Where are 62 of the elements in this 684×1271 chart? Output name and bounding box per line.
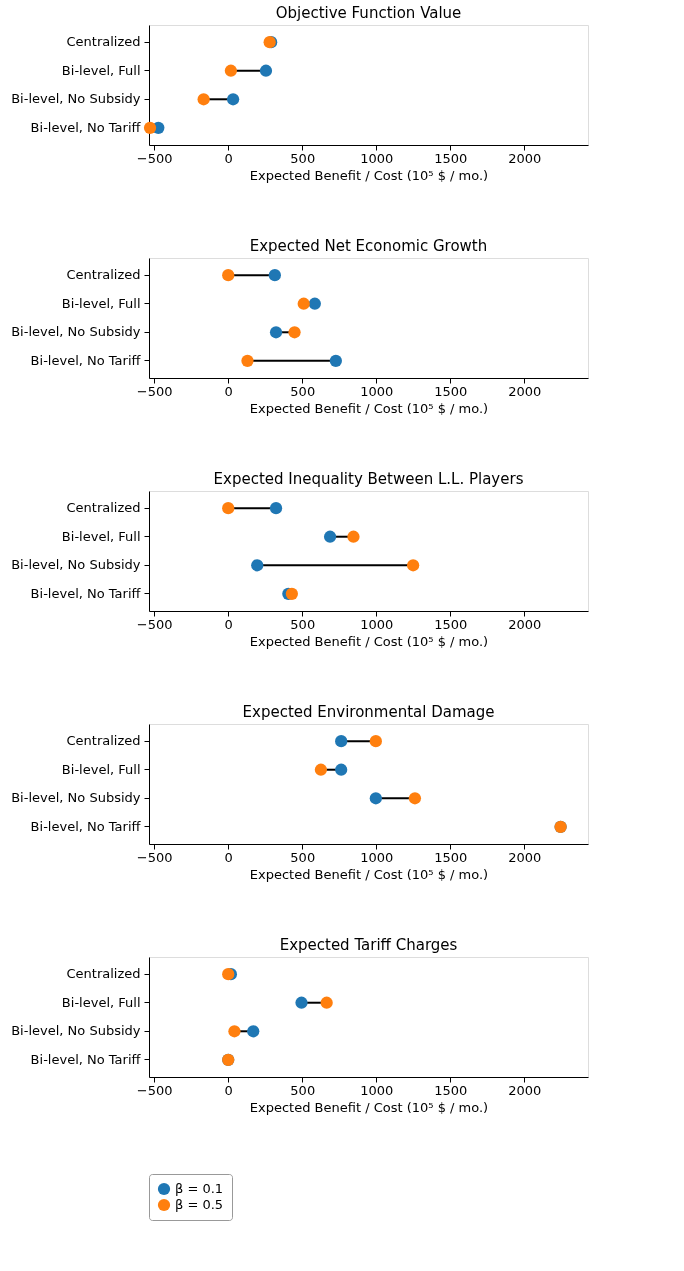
chart-title: Expected Inequality Between L.L. Players xyxy=(213,470,524,488)
x-tick-label: 1000 xyxy=(360,616,394,632)
y-tick-label: Bi-level, No Tariff xyxy=(30,1051,142,1067)
y-tick-label: Bi-level, No Tariff xyxy=(30,352,142,368)
x-tick-label: 500 xyxy=(290,1082,316,1098)
x-tick-label: −500 xyxy=(136,849,173,865)
x-tick-label: −500 xyxy=(136,383,173,399)
x-tick-label: 1000 xyxy=(360,383,394,399)
x-tick-label: 2000 xyxy=(508,616,542,632)
y-tick-label: Bi-level, No Subsidy xyxy=(11,790,141,806)
y-tick-label: Centralized xyxy=(66,267,141,283)
legend-label: β = 0.1 xyxy=(175,1181,224,1196)
x-tick-label: 1000 xyxy=(360,150,394,166)
x-tick-label: 0 xyxy=(224,849,233,865)
x-tick-label: 0 xyxy=(224,150,233,166)
x-tick-label: 500 xyxy=(290,150,316,166)
x-tick-label: 500 xyxy=(290,616,316,632)
chart-title: Expected Net Economic Growth xyxy=(249,237,488,255)
x-tick-label: 1500 xyxy=(434,849,468,865)
x-tick-label: 1000 xyxy=(360,849,394,865)
y-tick-label: Bi-level, No Tariff xyxy=(30,585,142,601)
legend-label: β = 0.5 xyxy=(175,1197,224,1212)
chart-title: Objective Function Value xyxy=(275,4,462,22)
x-tick-label: −500 xyxy=(136,150,173,166)
chart-title: Expected Environmental Damage xyxy=(242,703,495,721)
x-tick-label: 500 xyxy=(290,849,316,865)
chart-title: Expected Tariff Charges xyxy=(279,936,458,954)
y-tick-label: Bi-level, No Tariff xyxy=(30,119,142,135)
y-tick-label: Bi-level, Full xyxy=(61,295,141,311)
y-tick-label: Bi-level, Full xyxy=(61,994,141,1010)
x-tick-label: 1500 xyxy=(434,383,468,399)
x-tick-label: 500 xyxy=(290,383,316,399)
x-axis-title: Expected Benefit / Cost (10⁵ $ / mo.) xyxy=(249,400,489,416)
y-tick-label: Bi-level, No Subsidy xyxy=(11,1023,141,1039)
y-tick-label: Centralized xyxy=(66,34,141,50)
x-tick-label: 0 xyxy=(224,1082,233,1098)
y-tick-label: Bi-level, Full xyxy=(61,62,141,78)
x-tick-label: 1500 xyxy=(434,1082,468,1098)
x-axis-title: Expected Benefit / Cost (10⁵ $ / mo.) xyxy=(249,866,489,882)
y-tick-label: Centralized xyxy=(66,966,141,982)
x-tick-label: 2000 xyxy=(508,849,542,865)
x-tick-label: 1000 xyxy=(360,1082,394,1098)
x-axis-title: Expected Benefit / Cost (10⁵ $ / mo.) xyxy=(249,1099,489,1115)
y-tick-label: Bi-level, No Subsidy xyxy=(11,324,141,340)
y-tick-label: Bi-level, Full xyxy=(61,528,141,544)
y-tick-label: Bi-level, No Subsidy xyxy=(11,557,141,573)
y-tick-label: Centralized xyxy=(66,733,141,749)
x-tick-label: 0 xyxy=(224,616,233,632)
y-tick-label: Bi-level, No Subsidy xyxy=(11,91,141,107)
x-tick-label: 2000 xyxy=(508,150,542,166)
x-tick-label: −500 xyxy=(136,1082,173,1098)
x-axis-title: Expected Benefit / Cost (10⁵ $ / mo.) xyxy=(249,633,489,649)
y-tick-label: Bi-level, No Tariff xyxy=(30,818,142,834)
y-tick-label: Bi-level, Full xyxy=(61,761,141,777)
x-tick-label: 1500 xyxy=(434,150,468,166)
x-axis-title: Expected Benefit / Cost (10⁵ $ / mo.) xyxy=(249,167,489,183)
x-tick-label: 1500 xyxy=(434,616,468,632)
x-tick-label: 2000 xyxy=(508,383,542,399)
x-tick-label: 0 xyxy=(224,383,233,399)
x-tick-label: −500 xyxy=(136,616,173,632)
x-tick-label: 2000 xyxy=(508,1082,542,1098)
y-tick-label: Centralized xyxy=(66,500,141,516)
